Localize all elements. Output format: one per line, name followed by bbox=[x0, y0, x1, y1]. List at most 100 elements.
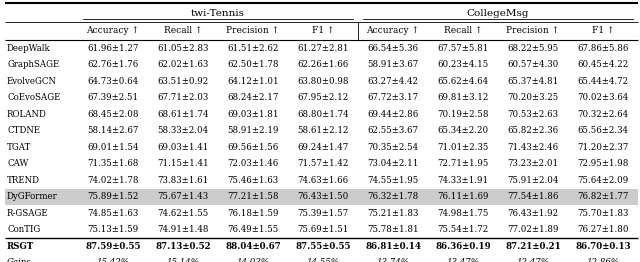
Text: 74.98±1.75: 74.98±1.75 bbox=[437, 209, 489, 218]
Text: Precision ↑: Precision ↑ bbox=[506, 26, 559, 35]
Text: 75.78±1.81: 75.78±1.81 bbox=[367, 225, 419, 234]
Text: 74.55±1.95: 74.55±1.95 bbox=[367, 176, 419, 185]
Text: 61.27±2.81: 61.27±2.81 bbox=[297, 44, 349, 53]
Text: 62.50±1.78: 62.50±1.78 bbox=[227, 60, 279, 69]
Text: 72.95±1.98: 72.95±1.98 bbox=[577, 159, 628, 168]
Text: 61.96±1.27: 61.96±1.27 bbox=[87, 44, 139, 53]
Text: 14.55%: 14.55% bbox=[307, 258, 339, 262]
Text: 69.24±1.47: 69.24±1.47 bbox=[298, 143, 349, 152]
Text: 58.14±2.67: 58.14±2.67 bbox=[87, 126, 139, 135]
Text: 67.57±5.81: 67.57±5.81 bbox=[437, 44, 489, 53]
Text: 60.57±4.30: 60.57±4.30 bbox=[508, 60, 559, 69]
Text: 75.21±1.83: 75.21±1.83 bbox=[367, 209, 419, 218]
Text: CollegeMsg: CollegeMsg bbox=[467, 8, 529, 18]
Text: 88.04±0.67: 88.04±0.67 bbox=[225, 242, 281, 251]
Text: 74.91±1.48: 74.91±1.48 bbox=[157, 225, 209, 234]
Text: 76.18±1.59: 76.18±1.59 bbox=[227, 209, 279, 218]
Text: CTDNE: CTDNE bbox=[7, 126, 40, 135]
Text: 67.86±5.86: 67.86±5.86 bbox=[577, 44, 628, 53]
Text: 12.47%: 12.47% bbox=[516, 258, 550, 262]
Text: 76.32±1.78: 76.32±1.78 bbox=[367, 192, 419, 201]
Text: 62.02±1.63: 62.02±1.63 bbox=[157, 60, 209, 69]
Text: 71.15±1.41: 71.15±1.41 bbox=[157, 159, 209, 168]
Text: 15.14%: 15.14% bbox=[166, 258, 200, 262]
Text: 75.39±1.57: 75.39±1.57 bbox=[298, 209, 349, 218]
Text: F1 ↑: F1 ↑ bbox=[592, 26, 614, 35]
Text: 62.76±1.76: 62.76±1.76 bbox=[88, 60, 139, 69]
Text: 69.01±1.54: 69.01±1.54 bbox=[87, 143, 139, 152]
Text: 67.72±3.17: 67.72±3.17 bbox=[367, 93, 419, 102]
Text: ROLAND: ROLAND bbox=[7, 110, 47, 119]
Text: Recall ↑: Recall ↑ bbox=[164, 26, 202, 35]
Text: 65.34±2.20: 65.34±2.20 bbox=[437, 126, 488, 135]
Text: 74.85±1.63: 74.85±1.63 bbox=[88, 209, 139, 218]
Text: ConTIG: ConTIG bbox=[7, 225, 40, 234]
Text: 75.64±2.09: 75.64±2.09 bbox=[577, 176, 628, 185]
Text: 65.37±4.81: 65.37±4.81 bbox=[508, 77, 559, 86]
Text: 69.56±1.56: 69.56±1.56 bbox=[227, 143, 278, 152]
Text: R-GSAGE: R-GSAGE bbox=[7, 209, 49, 218]
Text: 74.63±1.66: 74.63±1.66 bbox=[298, 176, 349, 185]
Text: 70.20±3.25: 70.20±3.25 bbox=[508, 93, 559, 102]
Text: 74.62±1.55: 74.62±1.55 bbox=[157, 209, 209, 218]
Text: 67.95±2.12: 67.95±2.12 bbox=[298, 93, 349, 102]
Text: 76.43±1.92: 76.43±1.92 bbox=[508, 209, 559, 218]
Text: TREND: TREND bbox=[7, 176, 40, 185]
Text: 63.80±0.98: 63.80±0.98 bbox=[297, 77, 349, 86]
Text: 71.43±2.46: 71.43±2.46 bbox=[508, 143, 559, 152]
Text: 86.36±0.19: 86.36±0.19 bbox=[435, 242, 491, 251]
Text: TGAT: TGAT bbox=[7, 143, 31, 152]
Text: 65.44±4.72: 65.44±4.72 bbox=[577, 77, 628, 86]
Text: 75.89±1.52: 75.89±1.52 bbox=[87, 192, 139, 201]
Text: 75.91±2.04: 75.91±2.04 bbox=[508, 176, 559, 185]
Text: 75.13±1.59: 75.13±1.59 bbox=[88, 225, 139, 234]
Text: 75.69±1.51: 75.69±1.51 bbox=[298, 225, 349, 234]
Text: 64.73±0.64: 64.73±0.64 bbox=[88, 77, 139, 86]
Text: twi-Tennis: twi-Tennis bbox=[191, 8, 245, 18]
Text: 71.57±1.42: 71.57±1.42 bbox=[298, 159, 349, 168]
Text: 69.81±3.12: 69.81±3.12 bbox=[437, 93, 489, 102]
Text: 77.02±1.89: 77.02±1.89 bbox=[508, 225, 559, 234]
Text: Accuracy ↑: Accuracy ↑ bbox=[86, 26, 140, 35]
Text: 58.61±2.12: 58.61±2.12 bbox=[297, 126, 349, 135]
Text: 87.21±0.21: 87.21±0.21 bbox=[505, 242, 561, 251]
Text: 72.03±1.46: 72.03±1.46 bbox=[227, 159, 278, 168]
Text: 71.01±2.35: 71.01±2.35 bbox=[437, 143, 489, 152]
Text: 13.74%: 13.74% bbox=[376, 258, 410, 262]
Text: 76.27±1.80: 76.27±1.80 bbox=[577, 225, 628, 234]
Text: 63.51±0.92: 63.51±0.92 bbox=[157, 77, 209, 86]
Text: 61.05±2.83: 61.05±2.83 bbox=[157, 44, 209, 53]
Text: 86.81±0.14: 86.81±0.14 bbox=[365, 242, 421, 251]
Text: 87.13±0.52: 87.13±0.52 bbox=[155, 242, 211, 251]
Text: 77.54±1.86: 77.54±1.86 bbox=[508, 192, 559, 201]
Text: 70.35±2.54: 70.35±2.54 bbox=[367, 143, 419, 152]
Text: 86.70±0.13: 86.70±0.13 bbox=[575, 242, 631, 251]
Text: 87.55±0.55: 87.55±0.55 bbox=[295, 242, 351, 251]
Text: 61.51±2.62: 61.51±2.62 bbox=[227, 44, 278, 53]
Text: 66.54±5.36: 66.54±5.36 bbox=[367, 44, 419, 53]
Text: Accuracy ↑: Accuracy ↑ bbox=[367, 26, 419, 35]
Text: 69.44±2.86: 69.44±2.86 bbox=[367, 110, 419, 119]
Text: 68.45±2.08: 68.45±2.08 bbox=[87, 110, 139, 119]
Text: GraphSAGE: GraphSAGE bbox=[7, 60, 60, 69]
Text: CAW: CAW bbox=[7, 159, 28, 168]
Text: 77.21±1.58: 77.21±1.58 bbox=[227, 192, 279, 201]
Text: 74.33±1.91: 74.33±1.91 bbox=[437, 176, 488, 185]
Text: 69.03±1.41: 69.03±1.41 bbox=[157, 143, 209, 152]
Text: 87.59±0.55: 87.59±0.55 bbox=[85, 242, 141, 251]
Text: 62.55±3.67: 62.55±3.67 bbox=[367, 126, 419, 135]
Text: RSGT: RSGT bbox=[7, 242, 35, 251]
Text: 68.24±2.17: 68.24±2.17 bbox=[227, 93, 278, 102]
Text: 62.26±1.66: 62.26±1.66 bbox=[298, 60, 349, 69]
Text: 67.71±2.03: 67.71±2.03 bbox=[157, 93, 209, 102]
Text: F1 ↑: F1 ↑ bbox=[312, 26, 334, 35]
Text: 12.86%: 12.86% bbox=[586, 258, 620, 262]
Text: 63.27±4.42: 63.27±4.42 bbox=[367, 77, 419, 86]
Text: 76.82±1.77: 76.82±1.77 bbox=[577, 192, 628, 201]
Text: DeepWalk: DeepWalk bbox=[7, 44, 51, 53]
Text: 75.70±1.83: 75.70±1.83 bbox=[577, 209, 628, 218]
Text: Precision ↑: Precision ↑ bbox=[227, 26, 280, 35]
Text: 75.54±1.72: 75.54±1.72 bbox=[437, 225, 488, 234]
Text: 13.47%: 13.47% bbox=[447, 258, 479, 262]
Text: 15.42%: 15.42% bbox=[97, 258, 129, 262]
